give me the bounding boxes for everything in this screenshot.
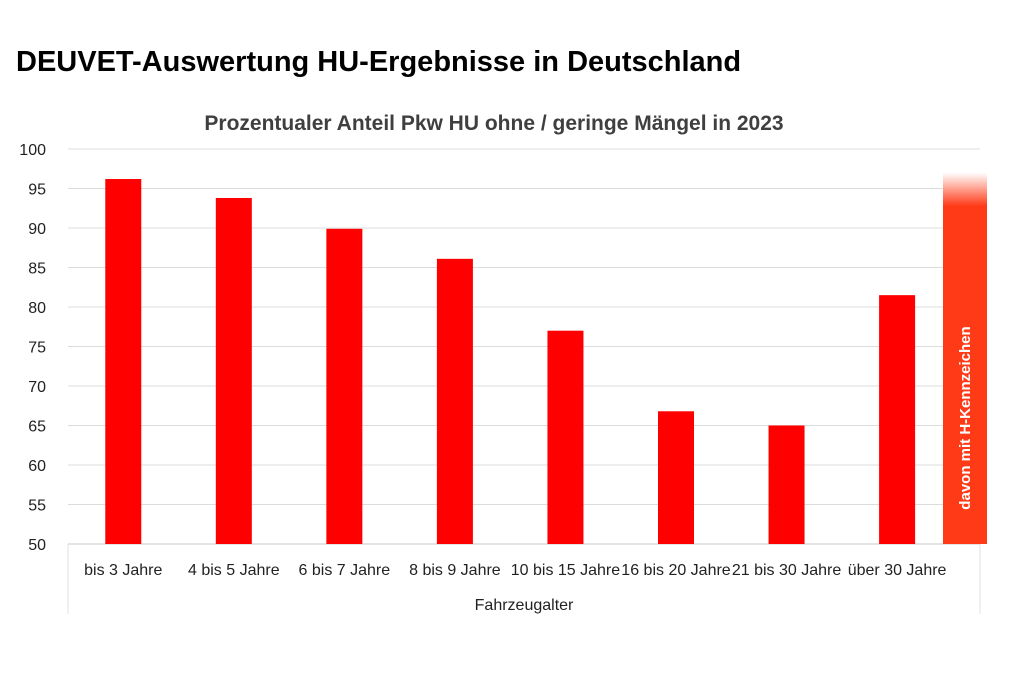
gridlines [68, 148, 980, 545]
bar [658, 411, 694, 544]
bar [436, 258, 473, 544]
y-tick-label: 70 [28, 379, 46, 396]
h-kennzeichen-label: davon mit H-Kennzeichen [957, 326, 974, 509]
x-tick-label: 10 bis 15 Jahre [511, 562, 621, 579]
bars [105, 179, 916, 545]
x-axis-ticks: bis 3 Jahre 4 bis 5 Jahre 6 bis 7 Jahre 8 b… [84, 562, 946, 579]
bar [768, 425, 805, 544]
page-title: DEUVET-Auswertung HU-Ergebnisse in Deuts… [16, 46, 742, 78]
chart-subtitle: Prozentualer Anteil Pkw HU ohne / gering… [204, 112, 783, 135]
x-tick-label: bis 3 Jahre [84, 562, 162, 579]
h-kennzeichen-bar [943, 172, 987, 544]
y-tick-label: 55 [28, 498, 46, 515]
bar [547, 330, 584, 544]
x-tick-label: 6 bis 7 Jahre [299, 562, 391, 579]
y-tick-label: 95 [28, 182, 46, 199]
bar [105, 179, 142, 544]
y-tick-label: 90 [28, 221, 46, 238]
y-tick-label: 60 [28, 458, 46, 475]
y-axis-ticks: 100 95 90 85 80 75 70 65 60 55 50 [19, 142, 46, 554]
y-tick-label: 75 [28, 340, 46, 357]
bar [215, 197, 252, 545]
x-tick-label: über 30 Jahre [848, 562, 947, 579]
x-tick-label: 4 bis 5 Jahre [188, 562, 280, 579]
y-tick-label: 80 [28, 300, 46, 317]
y-tick-label: 100 [19, 142, 46, 159]
x-tick-label: 8 bis 9 Jahre [409, 562, 501, 579]
x-tick-label: 21 bis 30 Jahre [732, 562, 842, 579]
h-kennzeichen-annotation: davon mit H-Kennzeichen [943, 172, 987, 544]
x-tick-label: 16 bis 20 Jahre [621, 562, 731, 579]
x-axis-label: Fahrzeugalter [475, 597, 574, 614]
bar [879, 295, 916, 544]
y-tick-label: 50 [28, 537, 46, 554]
bar [326, 228, 363, 545]
y-tick-label: 65 [28, 419, 46, 436]
y-tick-label: 85 [28, 261, 46, 278]
